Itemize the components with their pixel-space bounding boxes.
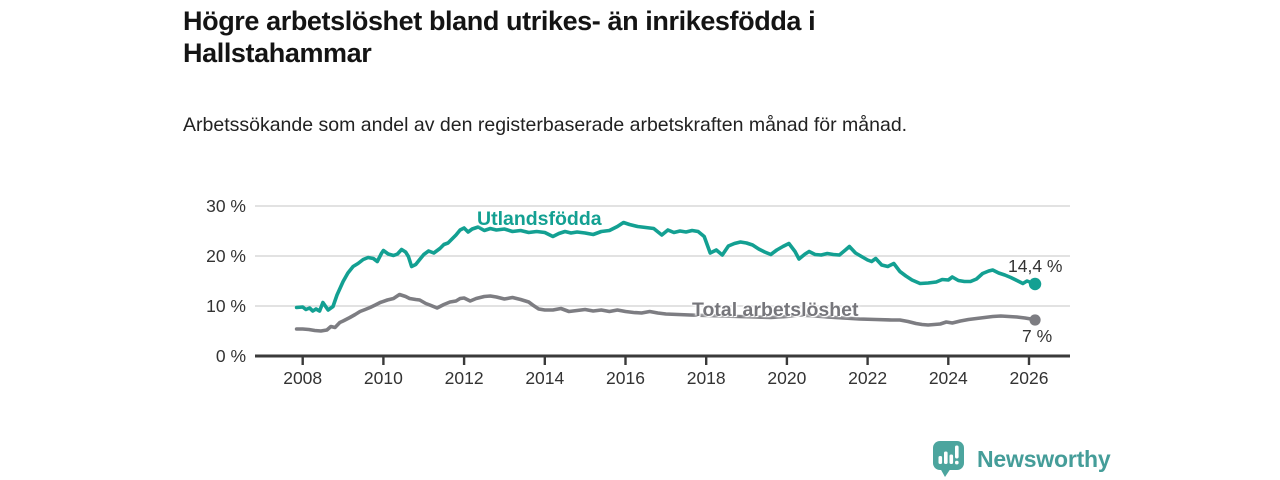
page-subtitle: Arbetssökande som andel av den registerb… — [183, 114, 908, 136]
x-tick-label-2022: 2022 — [848, 368, 887, 388]
series-label-total-arbetsloshet: Total arbetslöshet — [692, 299, 859, 321]
x-tick-label-2026: 2026 — [1010, 368, 1049, 388]
series-end-dot-utlandsfodda — [1028, 277, 1042, 291]
x-tick-label-2024: 2024 — [929, 368, 968, 388]
series-label-utlandsfodda: Utlandsfödda — [477, 208, 602, 230]
x-tick-label-2012: 2012 — [445, 368, 484, 388]
x-tick-label-2010: 2010 — [364, 368, 403, 388]
end-value-label-total: 7 % — [1022, 326, 1053, 346]
x-tick-label-2008: 2008 — [283, 368, 322, 388]
x-tick-label-2014: 2014 — [525, 368, 564, 388]
series-line-utlandsfodda — [294, 220, 1037, 313]
x-tick-label-2018: 2018 — [687, 368, 726, 388]
y-tick-label-30: 30 % — [206, 196, 246, 216]
end-value-label-utlandsfodda: 14,4 % — [1008, 256, 1063, 276]
page-title: Högre arbetslöshet bland utrikes- än inr… — [183, 6, 816, 69]
x-tick-label-2020: 2020 — [767, 368, 806, 388]
y-tick-label-0: 0 % — [216, 346, 246, 366]
y-tick-label-10: 10 % — [206, 296, 246, 316]
y-tick-label-20: 20 % — [206, 246, 246, 266]
bar-chart-speech-bubble-icon — [933, 441, 964, 477]
x-tick-label-2016: 2016 — [606, 368, 645, 388]
series-end-dot-total — [1029, 314, 1041, 326]
series-line-total — [294, 292, 1037, 333]
brand-footer: Newsworthy — [932, 440, 1111, 478]
brand-name: Newsworthy — [977, 445, 1111, 472]
